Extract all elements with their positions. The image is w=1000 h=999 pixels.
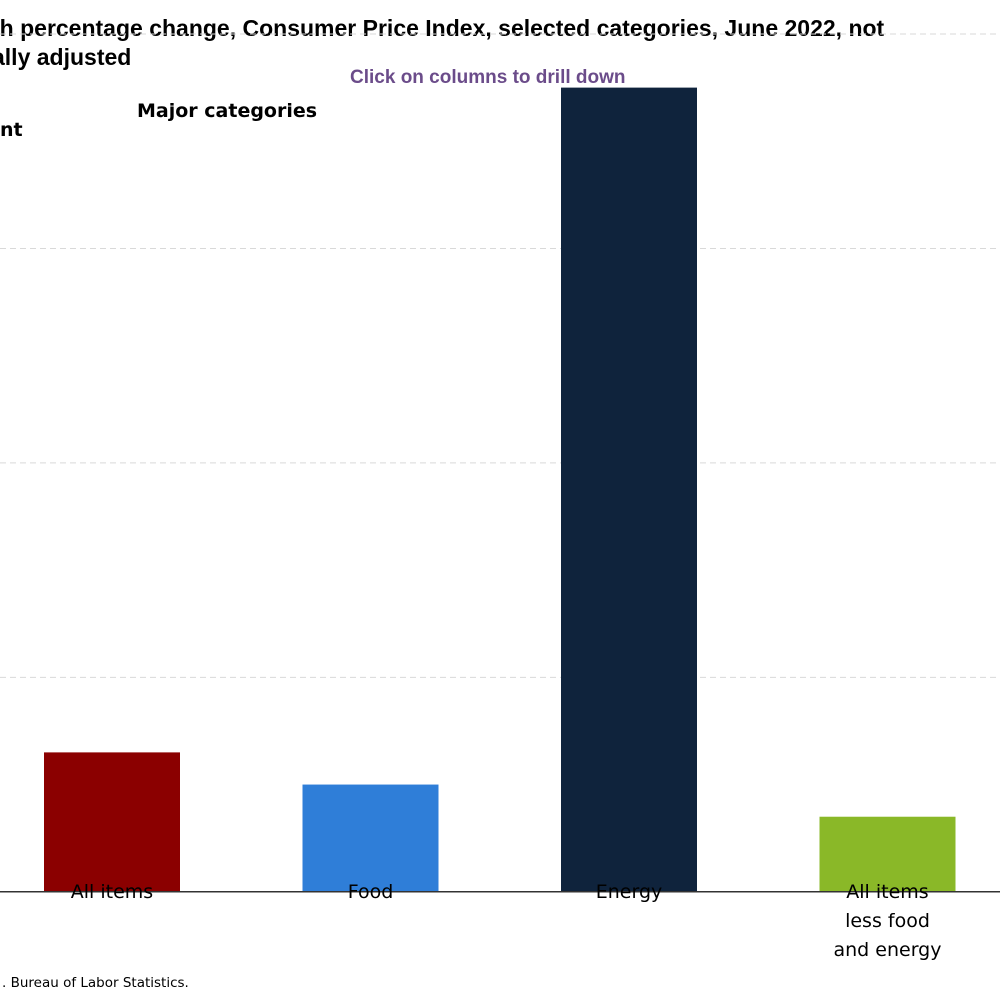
bar-energy[interactable] <box>561 87 697 892</box>
bar-food[interactable] <box>302 784 439 892</box>
source-note: . Bureau of Labor Statistics. <box>2 975 189 991</box>
chart-title: th percentage change, Consumer Price Ind… <box>0 15 885 70</box>
x-tick-label-line: Energy <box>596 881 663 903</box>
x-tick-label: Food <box>348 881 394 903</box>
bar-all-items-less-food-and-energy[interactable] <box>819 816 956 892</box>
x-tick-label-line: Food <box>348 881 394 903</box>
x-tick-label-line: All items <box>71 881 153 903</box>
x-tick-label-line: and energy <box>834 939 942 961</box>
bar-all-items[interactable] <box>44 752 180 892</box>
x-tick-label: All items less food and energy <box>834 881 942 961</box>
y-axis-label: nt <box>0 119 23 141</box>
chart-subtitle: Major categories <box>137 100 318 122</box>
gridlines <box>0 33 1000 678</box>
drill-down-instruction[interactable]: Click on columns to drill down <box>350 67 626 88</box>
x-tick-label: Energy <box>596 881 663 903</box>
x-tick-label-line: All items <box>846 881 928 903</box>
bars <box>44 87 956 892</box>
x-tick-label-line: less food <box>845 910 930 932</box>
x-tick-label: All items <box>71 881 153 903</box>
x-axis-ticks: All items Food Energy All items less food and… <box>71 881 942 961</box>
